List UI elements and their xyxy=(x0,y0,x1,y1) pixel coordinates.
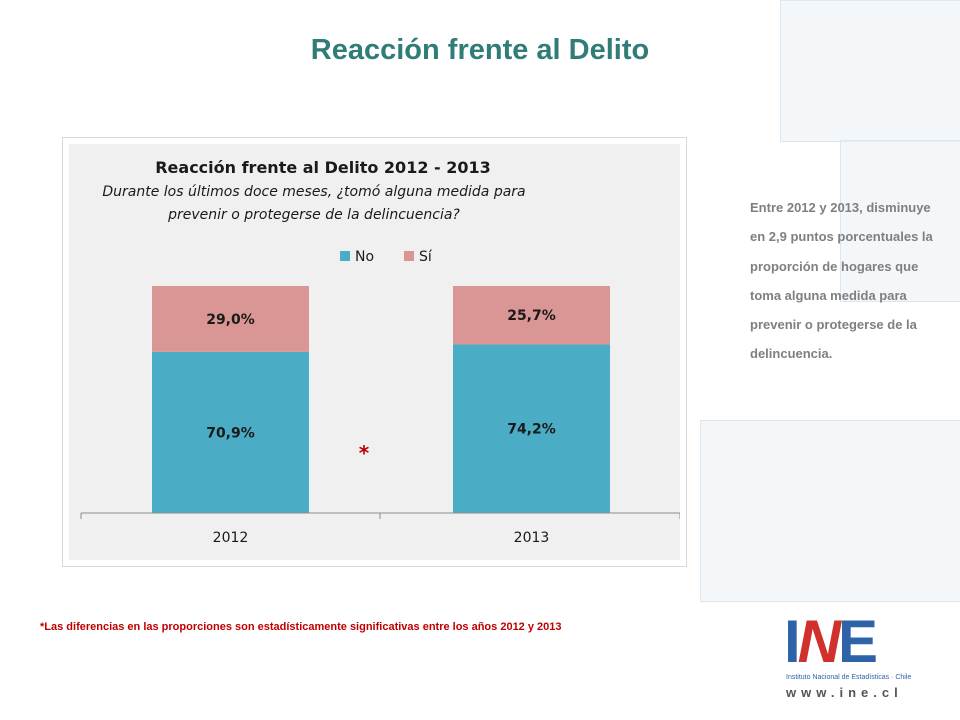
logo-url: www.ine.cl xyxy=(786,685,903,700)
bar-2013-sí xyxy=(453,286,610,345)
ine-logo: INE Instituto Nacional de Estadísticas ·… xyxy=(784,607,924,703)
legend: No Sí xyxy=(340,249,433,265)
x-tick-label-2013: 2013 xyxy=(514,530,550,546)
bar-2012-sí xyxy=(152,286,309,352)
background-tile xyxy=(840,140,960,302)
legend-label-sí: Sí xyxy=(419,249,433,265)
bar-2012-no xyxy=(152,351,309,513)
slide-title: Reacción frente al Delito xyxy=(310,34,650,66)
bars: 70,9% 29,0% 74,2% 25,7% * xyxy=(152,286,610,513)
bar-2013-no xyxy=(453,344,610,513)
logo-subtitle: Instituto Nacional de Estadísticas · Chi… xyxy=(786,674,912,681)
chart-area: Reacción frente al Delito 2012 - 2013 Du… xyxy=(69,144,680,560)
logo-mark: INE xyxy=(784,608,878,675)
footnote: *Las diferencias en las proporciones son… xyxy=(40,621,562,633)
chart-subtitle-line-1: Durante los últimos doce meses, ¿tomó al… xyxy=(102,184,525,200)
significance-marker: * xyxy=(359,441,370,465)
background-tile xyxy=(700,420,960,602)
legend-label-no: No xyxy=(355,249,374,265)
stacked-bar-chart: Reacción frente al Delito 2012 - 2013 Du… xyxy=(80,158,680,546)
x-axis: 2012 2013 xyxy=(80,512,680,546)
chart-frame: Reacción frente al Delito 2012 - 2013 Du… xyxy=(62,137,687,567)
side-text: Entre 2012 y 2013, disminuye en 2,9 punt… xyxy=(750,200,933,362)
data-label-2012-no: 70,9% xyxy=(206,425,255,441)
chart-title: Reacción frente al Delito 2012 - 2013 xyxy=(155,158,491,177)
chart-subtitle-line-2: prevenir o protegerse de la delincuencia… xyxy=(167,207,460,223)
legend-swatch-sí xyxy=(404,251,414,261)
x-tick-label-2012: 2012 xyxy=(213,530,249,546)
data-label-2012-sí: 29,0% xyxy=(206,312,255,328)
data-label-2013-sí: 25,7% xyxy=(507,308,556,324)
legend-swatch-no xyxy=(340,251,350,261)
data-label-2013-no: 74,2% xyxy=(507,422,556,438)
background-tile xyxy=(780,0,960,142)
